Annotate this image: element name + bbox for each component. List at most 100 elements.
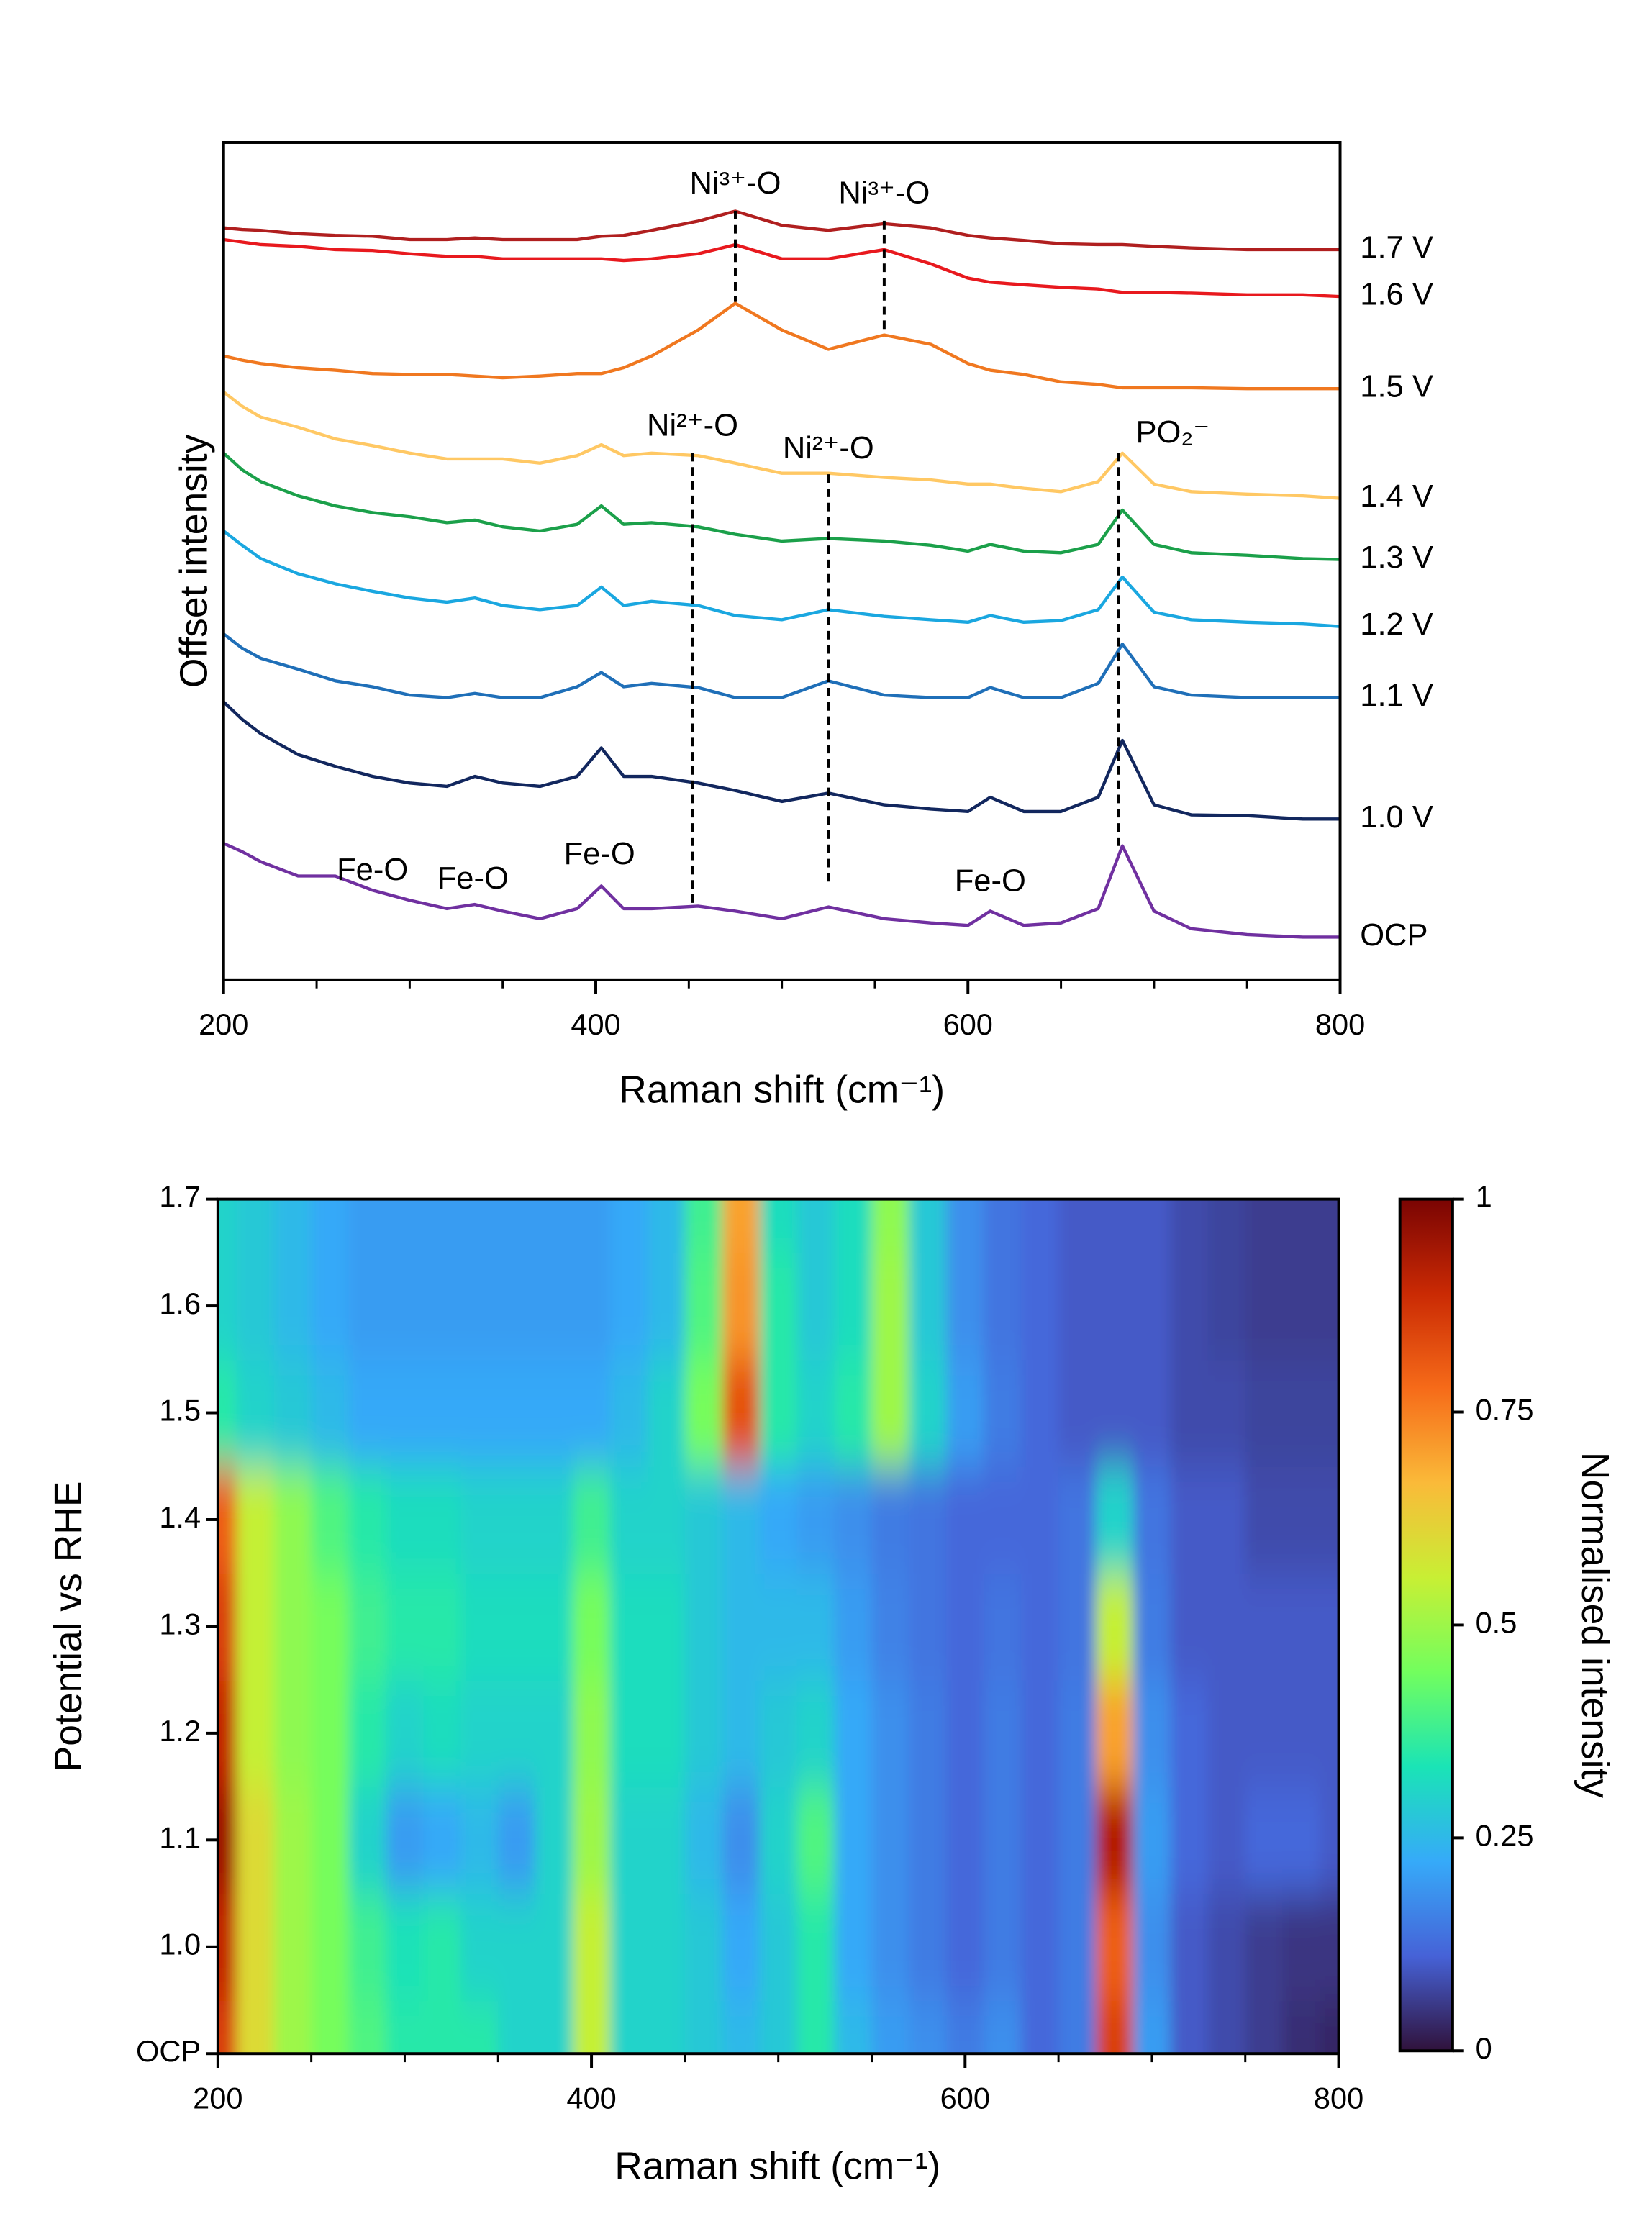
series-label: 1.6 V <box>1360 278 1433 312</box>
series-label: 1.2 V <box>1360 607 1433 642</box>
heatmap-cell <box>647 1893 686 2002</box>
heatmap-cell <box>1282 1466 1321 1574</box>
heatmap-cell <box>348 1679 387 1788</box>
heatmap-cell <box>1207 1466 1246 1574</box>
heatmap-cell <box>1021 1199 1060 1254</box>
heatmap-cell <box>311 1466 350 1574</box>
heatmap-cell <box>498 1359 537 1467</box>
colorbar-label: Normalised intensity <box>1574 1452 1616 1798</box>
peak-label: Ni³⁺-O <box>690 166 781 201</box>
heatmap-cell <box>1207 1893 1246 2002</box>
heatmap-cell <box>1282 2000 1321 2054</box>
heatmap-cell <box>311 1199 350 1254</box>
heatmap-cells <box>217 1199 1339 2054</box>
heatmap-cell <box>610 1893 649 2002</box>
heatmap-cell <box>1133 1359 1172 1467</box>
heatmap-cell <box>236 1573 275 1681</box>
heatmap-cell <box>834 1359 873 1467</box>
heatmap-cell <box>1207 1252 1246 1361</box>
heatmap-cell <box>1207 2000 1246 2054</box>
heatmap-cell <box>386 1787 425 1894</box>
heatmap-cell <box>1282 1573 1321 1681</box>
heatmap-cell <box>460 1679 499 1788</box>
peak-label: Fe-O <box>955 864 1026 899</box>
heatmap-cell <box>1096 1359 1135 1467</box>
heatmap-cell <box>1207 1787 1246 1894</box>
heatmap-cell <box>273 1252 312 1361</box>
heatmap-cell <box>573 1787 612 1894</box>
y-tick-label: 1.5 <box>159 1394 201 1428</box>
heatmap-cell <box>386 1679 425 1788</box>
heatmap-cell <box>834 1679 873 1788</box>
heatmap-cell <box>386 1252 425 1361</box>
heatmap-cell <box>684 1679 723 1788</box>
heatmap-cell <box>573 1679 612 1788</box>
heatmap-cell <box>684 1787 723 1894</box>
heatmap-cell <box>871 1199 910 1254</box>
heatmap-cell <box>647 1679 686 1788</box>
heatmap-cell <box>1245 2000 1284 2054</box>
series-label: 1.1 V <box>1360 678 1433 713</box>
heatmap-cell <box>460 1787 499 1894</box>
heatmap-cell <box>610 2000 649 2054</box>
heatmap-cell <box>647 1252 686 1361</box>
heatmap-cell <box>1207 1199 1246 1254</box>
heatmap-cell <box>984 1359 1022 1467</box>
heatmap-cell <box>236 1679 275 1788</box>
spectrum-line <box>222 452 1340 561</box>
heatmap-cell <box>1245 1679 1284 1788</box>
heatmap-cell <box>535 1252 574 1361</box>
spectrum-line <box>222 842 1340 939</box>
heatmap-cell <box>1021 1679 1060 1788</box>
heatmap-cell <box>984 1573 1022 1681</box>
heatmap-cell <box>984 1679 1022 1788</box>
heatmap-cell <box>217 1359 237 1467</box>
heatmap-cell <box>796 1573 835 1681</box>
heatmap-cell <box>498 1252 537 1361</box>
heatmap-cell <box>871 1679 910 1788</box>
peak-label: Ni²⁺-O <box>647 408 738 442</box>
heatmap-cell <box>871 2000 910 2054</box>
heatmap-cell <box>1133 1199 1172 1254</box>
heatmap-cell <box>273 1679 312 1788</box>
heatmap-cell <box>984 1466 1022 1574</box>
heatmap-cell <box>946 1466 985 1574</box>
heatmap-cell <box>535 1466 574 1574</box>
heatmap-cell <box>386 1573 425 1681</box>
heatmap-cell <box>684 1466 723 1574</box>
heatmap-cell <box>217 1252 237 1361</box>
heatmap-cell <box>1207 1573 1246 1681</box>
heatmap-cell <box>1245 1573 1284 1681</box>
heatmap-cell <box>311 1252 350 1361</box>
heatmap-cell <box>348 2000 387 2054</box>
heatmap-cell <box>684 1199 723 1254</box>
heatmap-cell <box>946 2000 985 2054</box>
heatmap-cell <box>647 1199 686 1254</box>
heatmap-cell <box>1133 1679 1172 1788</box>
heatmap-cell <box>909 1893 948 2002</box>
y-tick-label: 1.1 <box>159 1820 201 1854</box>
heatmap-cell <box>722 1359 761 1467</box>
heatmap-cell <box>498 2000 537 2054</box>
heatmap-cell <box>796 1787 835 1894</box>
heatmap-cell <box>423 1466 462 1574</box>
heatmap-cell <box>460 1466 499 1574</box>
heatmap-cell <box>1133 1252 1172 1361</box>
heatmap-cell <box>217 1199 237 1254</box>
heatmap-cell <box>217 2000 237 2054</box>
heatmap-cell <box>1245 1466 1284 1574</box>
heatmap-cell <box>946 1893 985 2002</box>
x-tick-label: 200 <box>199 1007 248 1041</box>
spectrum-line <box>222 700 1340 821</box>
colorbar-tick-label: 0 <box>1476 2031 1492 2065</box>
heatmap-cell <box>348 1893 387 2002</box>
heatmap-cell <box>1170 1199 1210 1254</box>
y-tick-label: 1.3 <box>159 1607 201 1640</box>
heatmap-cell <box>1058 1359 1097 1467</box>
heatmap-cell <box>610 1679 649 1788</box>
heatmap-cell <box>460 2000 499 2054</box>
heatmap-cell <box>498 1787 537 1894</box>
y-tick-label: 1.6 <box>159 1286 201 1320</box>
heatmap-cell <box>311 1679 350 1788</box>
heatmap-cell <box>423 1252 462 1361</box>
